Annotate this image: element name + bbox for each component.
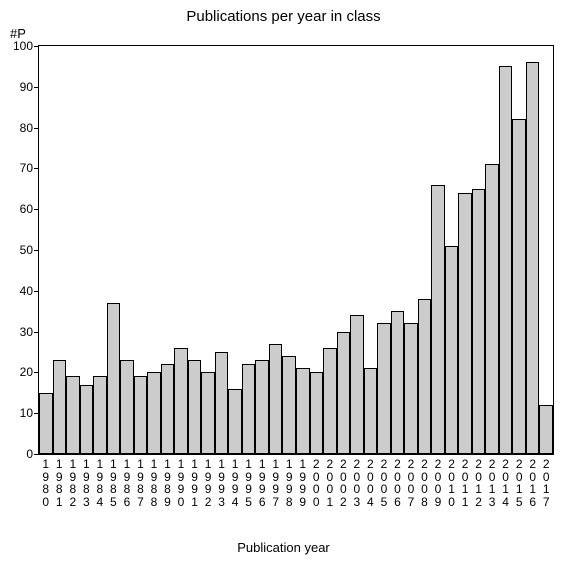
xtick-label: 2014 <box>499 454 513 508</box>
bar <box>201 372 215 454</box>
xtick-label: 1985 <box>107 454 121 508</box>
bar <box>215 352 229 454</box>
xtick-label: 1990 <box>174 454 188 508</box>
bar <box>418 299 432 454</box>
bar <box>134 376 148 454</box>
xtick-label: 2002 <box>337 454 351 508</box>
bar <box>228 389 242 454</box>
xtick-label: 2013 <box>485 454 499 508</box>
bar <box>472 189 486 454</box>
bar <box>66 376 80 454</box>
ytick-label: 30 <box>20 325 39 339</box>
ytick-label: 100 <box>13 39 39 53</box>
bar <box>323 348 337 454</box>
bar <box>174 348 188 454</box>
xtick-label: 2006 <box>391 454 405 508</box>
xtick-label: 1999 <box>296 454 310 508</box>
chart-title: Publications per year in class <box>0 8 567 25</box>
ytick-label: 0 <box>26 447 39 461</box>
ytick-label: 50 <box>20 243 39 257</box>
bar <box>147 372 161 454</box>
bar <box>120 360 134 454</box>
xtick-label: 2015 <box>512 454 526 508</box>
xtick-label: 2017 <box>539 454 553 508</box>
xtick-label: 1993 <box>215 454 229 508</box>
bar <box>485 164 499 454</box>
xtick-label: 1981 <box>53 454 67 508</box>
xtick-label: 2009 <box>431 454 445 508</box>
xtick-label: 1982 <box>66 454 80 508</box>
bar <box>377 323 391 454</box>
bar <box>53 360 67 454</box>
xtick-label: 2011 <box>458 454 472 508</box>
bar <box>296 368 310 454</box>
bar <box>282 356 296 454</box>
bar <box>337 332 351 454</box>
xtick-label: 1997 <box>269 454 283 508</box>
xtick-label: 2005 <box>377 454 391 508</box>
bar <box>404 323 418 454</box>
xtick-label: 1980 <box>39 454 53 508</box>
bar <box>39 393 53 454</box>
bar <box>188 360 202 454</box>
bar <box>80 385 94 454</box>
bar <box>391 311 405 454</box>
bar <box>458 193 472 454</box>
xtick-label: 1988 <box>147 454 161 508</box>
xtick-label: 2000 <box>310 454 324 508</box>
bar <box>161 364 175 454</box>
xtick-label: 2001 <box>323 454 337 508</box>
xtick-label: 1995 <box>242 454 256 508</box>
bar <box>499 66 513 454</box>
bar <box>445 246 459 454</box>
bar <box>310 372 324 454</box>
xtick-label: 1984 <box>93 454 107 508</box>
bar <box>526 62 540 454</box>
ytick-label: 60 <box>20 202 39 216</box>
ytick-label: 80 <box>20 121 39 135</box>
xtick-label: 2007 <box>404 454 418 508</box>
xtick-label: 1994 <box>228 454 242 508</box>
xtick-label: 2003 <box>350 454 364 508</box>
ytick-label: 20 <box>20 365 39 379</box>
ytick-label: 10 <box>20 406 39 420</box>
xtick-label: 1992 <box>201 454 215 508</box>
bar <box>350 315 364 454</box>
bar <box>255 360 269 454</box>
bar <box>242 364 256 454</box>
xtick-label: 2016 <box>526 454 540 508</box>
bar <box>107 303 121 454</box>
ytick-label: 90 <box>20 80 39 94</box>
xtick-label: 1987 <box>134 454 148 508</box>
x-axis-label: Publication year <box>0 540 567 555</box>
bar <box>93 376 107 454</box>
bar <box>431 185 445 454</box>
figure: Publications per year in class #P 010203… <box>0 0 567 567</box>
xtick-label: 2008 <box>418 454 432 508</box>
xtick-label: 1998 <box>282 454 296 508</box>
bar <box>364 368 378 454</box>
xtick-label: 2010 <box>445 454 459 508</box>
xtick-label: 1989 <box>161 454 175 508</box>
ytick-label: 70 <box>20 161 39 175</box>
xtick-label: 1991 <box>188 454 202 508</box>
xtick-label: 2004 <box>364 454 378 508</box>
xtick-label: 1986 <box>120 454 134 508</box>
xtick-label: 1983 <box>80 454 94 508</box>
bar <box>539 405 553 454</box>
xtick-label: 2012 <box>472 454 486 508</box>
xtick-label: 1996 <box>255 454 269 508</box>
bar <box>269 344 283 454</box>
ytick-label: 40 <box>20 284 39 298</box>
plot-area: 0102030405060708090100198019811982198319… <box>38 45 554 455</box>
bar <box>512 119 526 454</box>
